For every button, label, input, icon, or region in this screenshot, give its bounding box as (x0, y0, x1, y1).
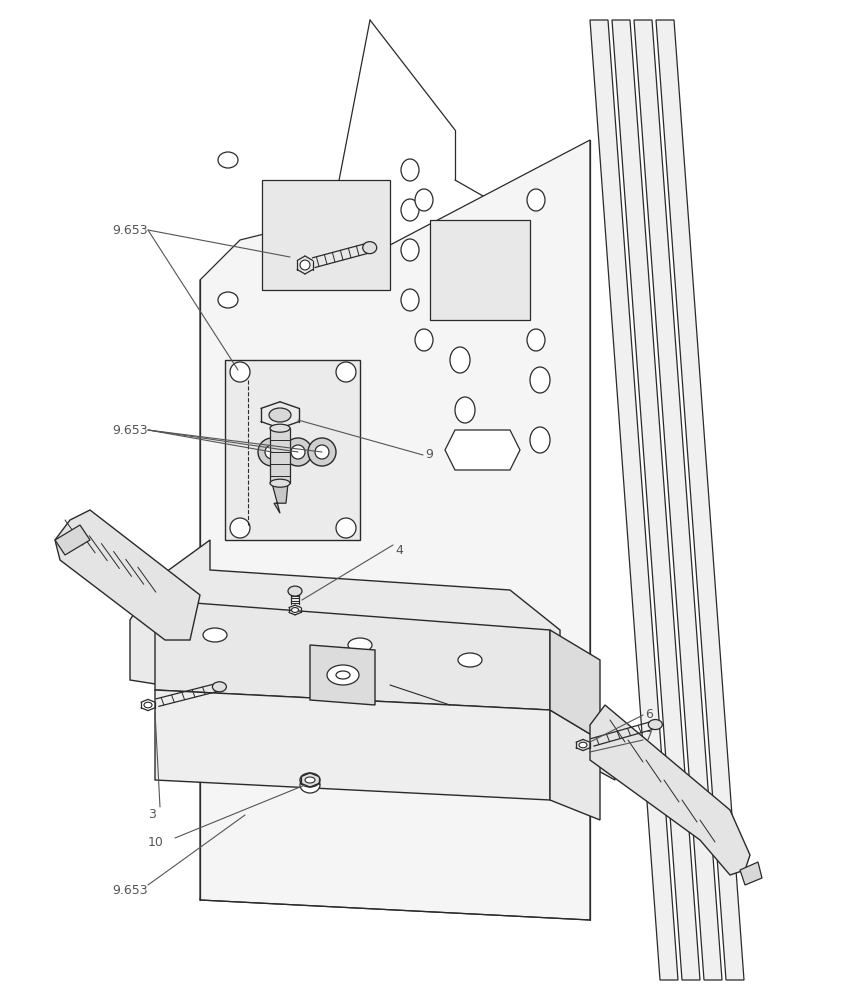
Ellipse shape (401, 239, 419, 261)
Ellipse shape (300, 773, 320, 787)
Ellipse shape (230, 518, 250, 538)
Text: 3: 3 (148, 808, 156, 822)
Text: 9.653: 9.653 (112, 224, 148, 236)
Ellipse shape (305, 777, 315, 783)
Ellipse shape (230, 362, 250, 382)
Ellipse shape (458, 653, 482, 667)
Polygon shape (550, 630, 600, 740)
Polygon shape (550, 710, 600, 820)
Ellipse shape (291, 445, 305, 459)
Ellipse shape (530, 427, 550, 453)
Polygon shape (225, 360, 360, 540)
Ellipse shape (401, 199, 419, 221)
Ellipse shape (315, 445, 329, 459)
Ellipse shape (327, 665, 359, 685)
Ellipse shape (401, 289, 419, 311)
Ellipse shape (284, 438, 312, 466)
Ellipse shape (269, 408, 291, 422)
Ellipse shape (300, 260, 310, 270)
Text: 4: 4 (395, 544, 403, 556)
Text: 10: 10 (148, 836, 164, 848)
Ellipse shape (144, 702, 152, 708)
Polygon shape (200, 140, 590, 920)
Polygon shape (270, 428, 290, 483)
Ellipse shape (270, 479, 290, 487)
Ellipse shape (450, 347, 470, 373)
Polygon shape (55, 525, 90, 555)
Ellipse shape (288, 586, 302, 596)
Ellipse shape (212, 682, 227, 692)
Ellipse shape (455, 397, 475, 423)
Polygon shape (445, 430, 520, 470)
Polygon shape (155, 690, 550, 800)
Polygon shape (656, 20, 744, 980)
Polygon shape (430, 220, 530, 320)
Text: 9: 9 (425, 448, 433, 462)
Polygon shape (634, 20, 722, 980)
Ellipse shape (530, 367, 550, 393)
Polygon shape (130, 540, 615, 780)
Polygon shape (612, 20, 700, 980)
Polygon shape (272, 483, 288, 513)
Ellipse shape (401, 159, 419, 181)
Ellipse shape (363, 242, 377, 254)
Ellipse shape (336, 671, 350, 679)
Text: 7: 7 (645, 730, 653, 744)
Ellipse shape (579, 742, 587, 748)
Ellipse shape (270, 424, 290, 432)
Ellipse shape (415, 329, 433, 351)
Ellipse shape (348, 638, 372, 652)
Ellipse shape (203, 628, 227, 642)
Text: 6: 6 (645, 708, 653, 722)
Ellipse shape (218, 152, 238, 168)
Polygon shape (310, 645, 375, 705)
Ellipse shape (336, 362, 356, 382)
Ellipse shape (308, 438, 336, 466)
Ellipse shape (265, 445, 279, 459)
Ellipse shape (527, 329, 545, 351)
Polygon shape (55, 510, 200, 640)
Polygon shape (262, 180, 390, 290)
Text: 9.653: 9.653 (112, 424, 148, 436)
Ellipse shape (527, 189, 545, 211)
Polygon shape (590, 20, 678, 980)
Ellipse shape (218, 292, 238, 308)
Ellipse shape (291, 608, 298, 612)
Polygon shape (740, 862, 762, 885)
Ellipse shape (336, 518, 356, 538)
Polygon shape (155, 600, 550, 710)
Ellipse shape (300, 777, 320, 793)
Text: 9.653: 9.653 (112, 884, 148, 896)
Ellipse shape (648, 720, 662, 730)
Ellipse shape (415, 189, 433, 211)
Ellipse shape (258, 438, 286, 466)
Polygon shape (590, 705, 750, 875)
